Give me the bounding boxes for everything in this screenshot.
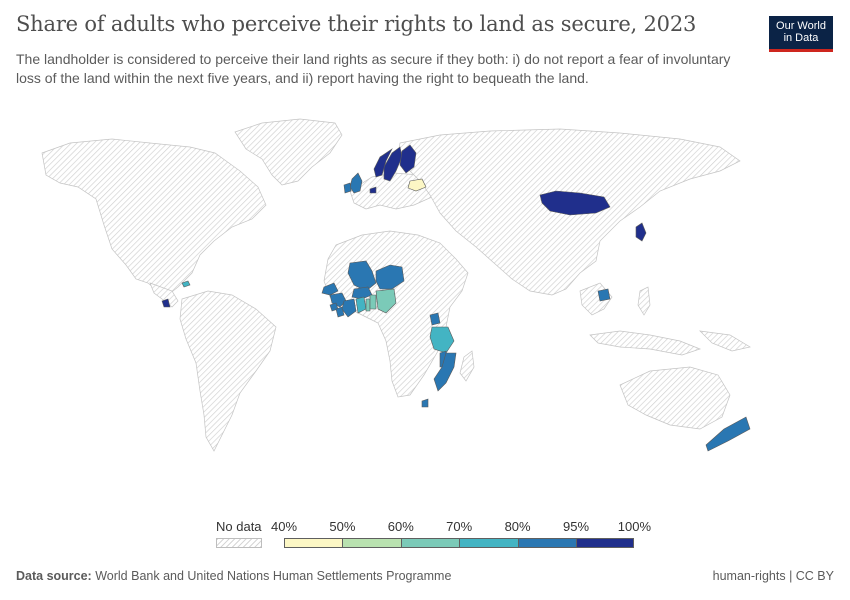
central-america (149, 282, 179, 308)
country-niger[interactable] (375, 264, 405, 290)
country-cambodia[interactable] (597, 288, 611, 302)
country-japan[interactable] (635, 222, 647, 242)
country-jamaica[interactable] (181, 280, 191, 288)
legend-color-bin[interactable] (284, 538, 343, 548)
chart-title: Share of adults who perceive their right… (16, 12, 697, 36)
madagascar (459, 350, 475, 382)
world-map (41, 118, 751, 452)
country-finland[interactable] (399, 144, 417, 174)
philippines (637, 286, 651, 316)
logo-line-1: Our World (776, 20, 826, 32)
legend-color-bin[interactable] (400, 538, 460, 548)
legend-tick-label: 100% (617, 519, 652, 534)
countries-with-data (161, 144, 751, 452)
country-nigeria[interactable] (375, 288, 397, 314)
owid-logo[interactable]: Our World in Data (769, 16, 833, 52)
country-new-zealand[interactable] (705, 416, 751, 452)
indonesia (589, 330, 702, 356)
country-uganda[interactable] (429, 312, 441, 326)
legend-color-bin[interactable] (517, 538, 576, 548)
country-eswatini[interactable] (421, 398, 429, 408)
new-guinea (699, 330, 751, 352)
country-norway[interactable] (373, 148, 393, 178)
south-america (179, 290, 277, 452)
legend-color-bin[interactable] (576, 538, 635, 548)
country-togo[interactable] (365, 298, 371, 312)
country-mali[interactable] (347, 260, 377, 292)
country-burkina-faso[interactable] (351, 286, 373, 300)
country-netherlands[interactable] (369, 186, 377, 194)
country-ireland[interactable] (343, 182, 352, 194)
legend-tick-label: 40% (270, 519, 298, 534)
legend-tick-label: 70% (446, 519, 473, 534)
country-senegal[interactable] (321, 282, 339, 296)
country-panama[interactable] (161, 298, 171, 308)
legend-color-bin[interactable] (342, 538, 401, 548)
legend-tick-label: 95% (562, 519, 590, 534)
legend-tick-label: 80% (504, 519, 531, 534)
legend-tick-label: 60% (387, 519, 414, 534)
country-sweden[interactable] (383, 146, 403, 182)
data-source-label: Data source: (16, 569, 92, 583)
country-mongolia[interactable] (539, 190, 611, 216)
legend-tick-label: 50% (329, 519, 356, 534)
australia (619, 366, 731, 430)
greenland (234, 118, 343, 186)
data-source-text: World Bank and United Nations Human Sett… (95, 569, 452, 583)
legend-no-data-label: No data (216, 519, 262, 534)
legend-no-data-swatch (216, 538, 262, 548)
license-link[interactable]: human-rights | CC BY (712, 569, 834, 583)
country-benin[interactable] (369, 294, 377, 310)
country-belarus[interactable] (407, 178, 427, 192)
data-source: Data source: World Bank and United Natio… (16, 569, 451, 583)
country-united-kingdom[interactable] (349, 172, 363, 194)
country-mozambique[interactable] (433, 352, 457, 392)
chart-subtitle: The landholder is considered to perceive… (16, 51, 731, 86)
logo-line-2: in Data (783, 32, 819, 44)
legend-color-bin[interactable] (459, 538, 518, 548)
country-cote-d-ivoire[interactable] (341, 298, 357, 318)
north-america (41, 138, 267, 296)
